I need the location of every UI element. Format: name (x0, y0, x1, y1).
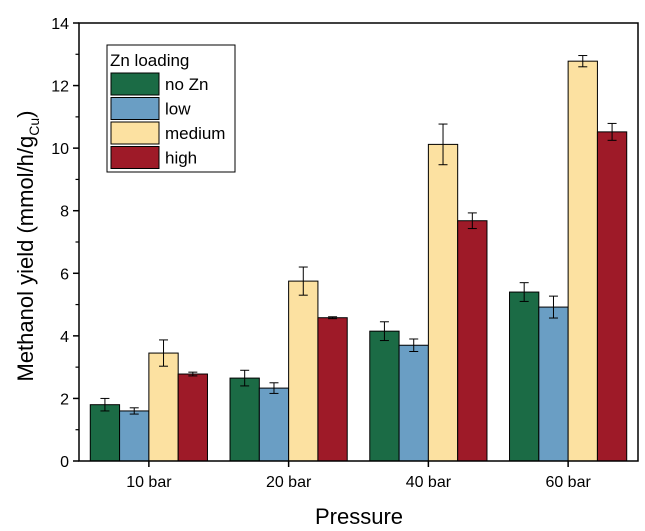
legend-label-3: medium (165, 124, 225, 143)
y-tick-label: 8 (60, 204, 69, 221)
bar-3-2 (288, 280, 319, 462)
y-axis-title: Methanol yield (mmol/h/gCu) (13, 110, 42, 381)
error-bar-1-3 (379, 321, 389, 342)
y-tick-label: 14 (51, 16, 69, 33)
tick-labels-group: 0 2 4 6 8 10 12 14 10 bar 20 bar 40 bar 60 bar (51, 16, 591, 491)
legend: Zn loading no Zn low medium high (106, 44, 236, 173)
bar-4-2 (317, 317, 348, 462)
bar-4-3 (457, 220, 488, 462)
error-bar-3-4 (578, 55, 588, 68)
x-tick-label: 60 bar (545, 474, 591, 491)
bar-1-1 (89, 404, 121, 462)
error-bar-1-2 (240, 369, 250, 387)
error-bar-2-2 (269, 382, 279, 394)
bar-1-3 (369, 330, 400, 462)
y-tick-label: 6 (60, 266, 69, 283)
y-axis-title-end: ) (13, 110, 38, 117)
legend-title: Zn loading (110, 51, 189, 70)
y-tick-label: 4 (60, 329, 69, 346)
x-tick-label: 20 bar (266, 474, 312, 491)
bar-3-3 (427, 143, 459, 462)
bar-2-4 (538, 306, 569, 462)
error-bar-1-4 (519, 282, 529, 302)
bars-group (89, 60, 628, 462)
error-bar-3-1 (159, 339, 169, 367)
error-bar-2-3 (409, 338, 419, 352)
error-bars-group (100, 55, 617, 415)
bar-4-1 (177, 373, 208, 462)
y-axis-title-subscript: Cu (26, 118, 42, 136)
error-bar-2-1 (129, 407, 139, 415)
legend-label-2: low (165, 100, 191, 119)
legend-swatch-3 (110, 121, 160, 145)
error-bar-1-1 (100, 397, 110, 412)
x-tick-label: 10 bar (126, 474, 172, 491)
bar-1-4 (509, 291, 540, 462)
bar-4-4 (596, 131, 628, 462)
bar-2-3 (398, 344, 429, 462)
bar-3-4 (567, 60, 598, 462)
y-tick-label: 12 (51, 79, 69, 96)
legend-label-4: high (165, 149, 197, 168)
error-bar-4-1 (188, 371, 198, 377)
bar-3-1 (148, 352, 179, 462)
legend-label-1: no Zn (165, 75, 208, 94)
x-tick-label: 40 bar (406, 474, 452, 491)
bar-2-2 (258, 387, 290, 462)
error-bar-4-2 (328, 316, 338, 320)
y-tick-label: 10 (51, 141, 69, 158)
error-bar-3-2 (298, 266, 308, 296)
error-bar-3-3 (438, 123, 448, 166)
error-bar-4-3 (467, 212, 477, 230)
error-bar-2-4 (548, 295, 558, 319)
legend-swatch-1 (110, 72, 160, 96)
x-axis-title: Pressure (315, 504, 403, 529)
axes-group (73, 22, 639, 467)
bar-2-1 (119, 410, 150, 462)
y-axis-title-main: Methanol yield (mmol/h/g (13, 136, 38, 382)
y-tick-label: 0 (60, 454, 69, 471)
bar-1-2 (229, 377, 260, 462)
error-bar-4-4 (607, 122, 617, 141)
legend-swatch-4 (110, 146, 160, 169)
legend-swatch-2 (110, 97, 160, 120)
y-tick-label: 2 (60, 391, 69, 408)
